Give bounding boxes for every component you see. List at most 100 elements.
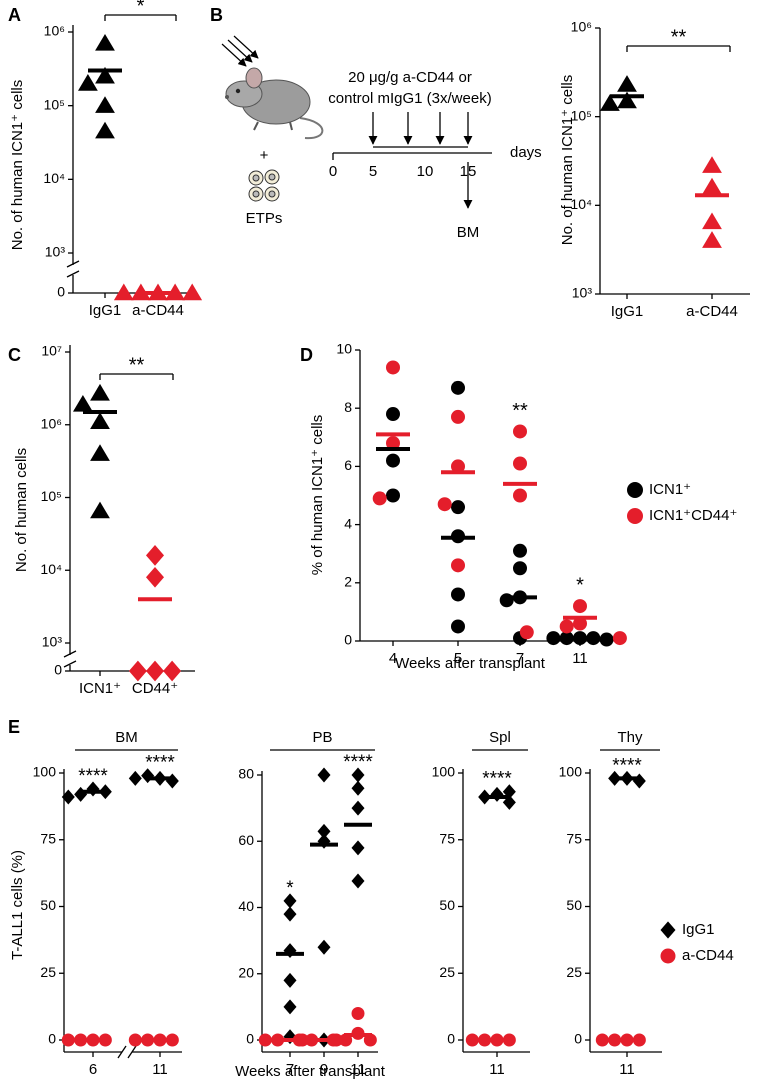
legend-label: ICN1⁺CD44⁺	[649, 507, 737, 524]
y-tick-label: 0	[344, 632, 352, 648]
y-tick-label: 10⁶	[44, 23, 65, 39]
y-tick-label: 10⁷	[41, 343, 62, 359]
legend-label: ICN1⁺	[649, 481, 691, 498]
data-point	[451, 500, 465, 515]
mouse	[225, 67, 324, 140]
data-point	[351, 800, 365, 816]
significance-label: ****	[343, 752, 373, 773]
data-point	[146, 566, 164, 588]
axis-break	[117, 1045, 127, 1059]
y-tick-label: 75	[40, 830, 56, 846]
data-point	[128, 1033, 142, 1047]
y-tick-label: 75	[439, 830, 455, 846]
data-point	[386, 453, 400, 468]
data-point	[146, 660, 164, 682]
y-tick-label: 100	[33, 764, 57, 780]
x-tick-label: 11	[572, 650, 588, 667]
data-point	[451, 459, 465, 474]
y-tick-label: 75	[566, 830, 582, 846]
y-axis-label: % of human ICN1⁺ cells	[309, 415, 326, 575]
y-tick-label: 10³	[42, 634, 63, 650]
data-point	[283, 972, 297, 988]
y-tick-label: 10⁵	[44, 96, 65, 112]
data-point	[90, 412, 110, 429]
x-tick-label: 11	[489, 1061, 505, 1078]
data-point	[386, 407, 400, 422]
y-tick-label: 100	[559, 764, 583, 780]
data-point	[513, 561, 527, 576]
data-point	[163, 660, 182, 682]
y-axis-label: No. of human cells	[13, 448, 30, 572]
significance-label: **	[512, 400, 528, 422]
legend-label: IgG1	[682, 921, 715, 938]
data-point	[702, 156, 722, 173]
significance-label: *	[576, 574, 584, 596]
x-tick-label: 4	[389, 650, 397, 667]
data-point	[95, 96, 115, 113]
data-point	[317, 823, 331, 839]
axis-break	[66, 260, 80, 268]
y-tick-label: 0	[574, 1031, 582, 1047]
y-tick-label: 25	[439, 964, 455, 980]
data-point	[131, 283, 151, 301]
y-tick-label: 50	[439, 897, 455, 913]
cells-label: ETPs	[246, 210, 283, 227]
data-point	[317, 767, 331, 783]
day-tick: 15	[460, 163, 477, 180]
data-point	[73, 395, 93, 412]
cells	[248, 169, 280, 202]
legend-marker	[660, 948, 676, 964]
data-point	[128, 660, 147, 682]
significance-label: ****	[482, 769, 512, 790]
data-point	[513, 424, 527, 439]
data-point	[372, 491, 387, 506]
data-point	[595, 1033, 609, 1047]
data-point	[351, 873, 365, 889]
legend-marker	[660, 921, 676, 939]
y-tick-label: 10⁶	[41, 415, 62, 431]
data-point	[165, 773, 179, 789]
y-tick-label: 100	[432, 764, 456, 780]
data-point	[258, 1033, 272, 1047]
data-point	[513, 488, 527, 503]
irradiation-arrows	[221, 35, 259, 67]
data-point	[573, 599, 587, 614]
y-tick-label: 10	[336, 341, 352, 357]
days-label: days	[510, 144, 542, 161]
data-point	[386, 360, 400, 375]
data-point	[283, 999, 297, 1015]
data-point	[702, 212, 722, 230]
significance-label: **	[129, 354, 145, 376]
y-tick-label: 0	[54, 662, 62, 678]
data-point	[386, 436, 400, 451]
data-point	[599, 632, 614, 647]
data-point	[113, 283, 134, 301]
data-point	[451, 409, 465, 424]
y-tick-label: 10³	[45, 244, 66, 260]
plus-sign: +	[260, 147, 269, 164]
significance-label: **	[671, 26, 687, 48]
data-point	[78, 74, 98, 91]
y-tick-label: 50	[566, 897, 582, 913]
dose-text: control mIgG1 (3x/week)	[328, 90, 491, 107]
data-point	[61, 1033, 75, 1047]
y-tick-label: 10⁴	[43, 170, 65, 186]
data-point	[513, 543, 527, 558]
data-point	[546, 631, 561, 646]
day-tick: 5	[369, 163, 377, 180]
data-point	[128, 770, 142, 786]
y-tick-label: 0	[447, 1031, 455, 1047]
x-tick-label: IgG1	[611, 303, 644, 320]
data-point	[386, 488, 400, 503]
data-point	[74, 786, 88, 802]
data-point	[600, 94, 620, 111]
y-axis-label: T-ALL1 cells (%)	[9, 850, 26, 960]
data-point	[559, 619, 574, 634]
data-point	[146, 545, 164, 566]
data-point	[283, 1029, 297, 1045]
data-point	[632, 773, 646, 789]
y-tick-label: 10⁴	[40, 561, 62, 577]
data-point	[617, 91, 637, 109]
data-point	[165, 283, 185, 301]
data-point	[90, 444, 110, 461]
